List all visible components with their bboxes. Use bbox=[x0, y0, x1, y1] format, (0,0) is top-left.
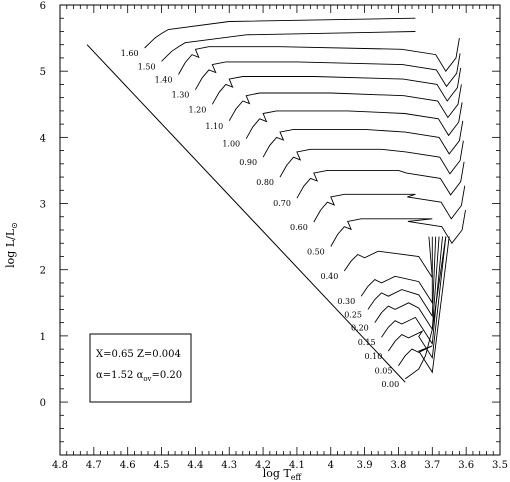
y-axis-title: log L/L⊙ bbox=[4, 222, 19, 268]
y-tick-label: 1 bbox=[40, 332, 46, 343]
x-tick-label: 4 bbox=[328, 460, 334, 471]
track-1.60 bbox=[144, 17, 416, 49]
track-0.40 bbox=[343, 236, 433, 278]
y-tick-label: 2 bbox=[40, 266, 46, 277]
track-0.70 bbox=[296, 161, 465, 199]
track-0.10 bbox=[387, 236, 447, 360]
x-tick-label: 4.8 bbox=[52, 460, 68, 471]
x-tick-label: 4.1 bbox=[289, 460, 305, 471]
y-axis-ticks bbox=[60, 4, 500, 456]
mass-label-0.05: 0.05 bbox=[375, 367, 393, 376]
track-1.30 bbox=[195, 53, 461, 90]
x-axis-tick-labels: 4.8 4.7 4.6 4.5 4.4 4.3 4.2 4.1 4 3.9 3.8 3.7 3.6 3.5 bbox=[52, 460, 508, 471]
track-1.40 bbox=[178, 38, 460, 75]
mass-label-0.40: 0.40 bbox=[320, 272, 338, 281]
y-tick-label: 0 bbox=[40, 398, 46, 409]
x-tick-label: 4.4 bbox=[187, 460, 203, 471]
mass-label-1.30: 1.30 bbox=[172, 91, 190, 100]
y-axis-tick-labels: 0 1 2 3 4 5 6 bbox=[40, 1, 46, 409]
track-0.20 bbox=[374, 236, 440, 331]
x-tick-label: 4.2 bbox=[255, 460, 271, 471]
track-0.30 bbox=[360, 236, 433, 305]
track-0.60 bbox=[313, 185, 466, 223]
mass-labels: 0.00 0.05 0.10 0.15 0.20 0.25 0.30 0.40 0.50 0.60… bbox=[121, 49, 399, 389]
legend-line-2: α=1.52 αov=0.20 bbox=[96, 370, 182, 383]
mass-label-0.60: 0.60 bbox=[290, 223, 308, 232]
mass-label-0.90: 0.90 bbox=[239, 158, 257, 167]
y-tick-label: 4 bbox=[40, 133, 46, 144]
track-0.90 bbox=[262, 120, 464, 158]
mass-label-0.70: 0.70 bbox=[273, 199, 291, 208]
mass-label-0.50: 0.50 bbox=[307, 248, 325, 257]
x-tick-label: 4.6 bbox=[120, 460, 136, 471]
mass-label-1.00: 1.00 bbox=[222, 140, 240, 149]
track-1.00 bbox=[245, 102, 463, 139]
x-axis-ticks bbox=[59, 5, 501, 455]
mass-label-1.40: 1.40 bbox=[155, 75, 173, 84]
track-0.05 bbox=[398, 236, 450, 374]
track-0.00 bbox=[404, 236, 447, 380]
evolutionary-tracks bbox=[144, 17, 466, 380]
mass-label-0.30: 0.30 bbox=[337, 297, 355, 306]
x-tick-label: 4.3 bbox=[221, 460, 237, 471]
mass-label-0.80: 0.80 bbox=[256, 178, 274, 187]
mass-label-0.00: 0.00 bbox=[381, 380, 399, 389]
mass-label-0.25: 0.25 bbox=[344, 310, 362, 319]
x-tick-label: 3.6 bbox=[458, 460, 474, 471]
x-tick-label: 3.7 bbox=[424, 460, 440, 471]
mass-label-1.10: 1.10 bbox=[205, 122, 223, 131]
y-tick-label: 5 bbox=[40, 67, 46, 78]
x-tick-label: 3.5 bbox=[492, 460, 508, 471]
track-1.20 bbox=[211, 67, 462, 105]
x-tick-label: 3.9 bbox=[357, 460, 373, 471]
x-tick-label: 4.5 bbox=[154, 460, 170, 471]
mass-label-0.10: 0.10 bbox=[364, 352, 382, 361]
mass-label-0.20: 0.20 bbox=[351, 324, 369, 333]
track-0.50 bbox=[330, 210, 466, 247]
legend-line-1: X=0.65 Z=0.004 bbox=[96, 349, 181, 360]
mass-label-1.20: 1.20 bbox=[188, 105, 206, 114]
x-axis-title: log Teff bbox=[263, 467, 303, 482]
y-tick-label: 6 bbox=[40, 1, 46, 12]
mass-label-0.15: 0.15 bbox=[358, 338, 376, 347]
track-1.10 bbox=[228, 84, 462, 122]
track-0.25 bbox=[367, 236, 437, 318]
track-1.50 bbox=[161, 31, 416, 62]
y-tick-label: 3 bbox=[40, 200, 46, 211]
legend-box: X=0.65 Z=0.004 α=1.52 αov=0.20 bbox=[89, 333, 192, 403]
mass-label-1.50: 1.50 bbox=[138, 62, 156, 71]
x-tick-label: 3.8 bbox=[391, 460, 407, 471]
track-0.80 bbox=[279, 140, 464, 178]
track-0.15 bbox=[381, 236, 443, 346]
zams-line bbox=[86, 44, 406, 383]
mass-label-1.60: 1.60 bbox=[121, 49, 139, 58]
x-tick-label: 4.7 bbox=[86, 460, 102, 471]
